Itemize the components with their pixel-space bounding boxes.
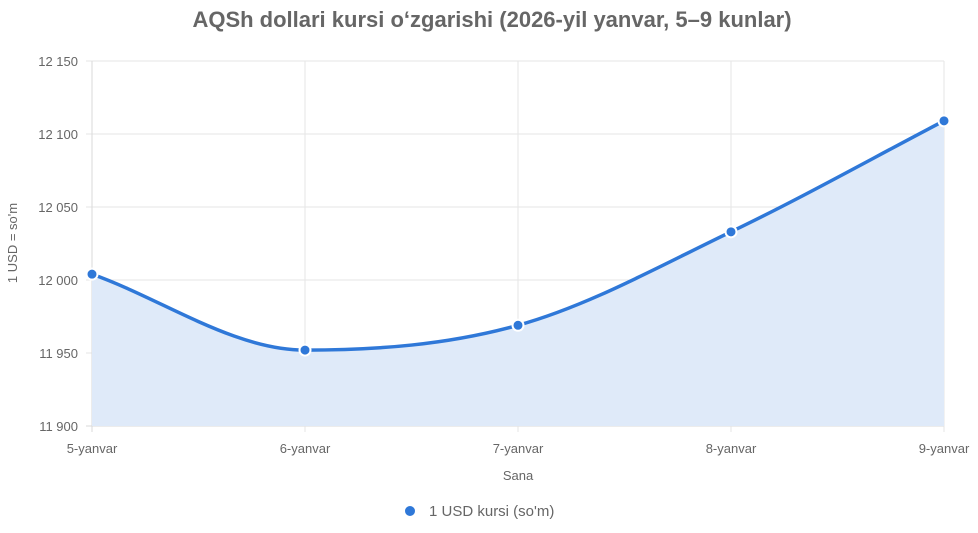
data-point[interactable]	[298, 343, 312, 357]
x-tick-label: 8-yanvar	[706, 441, 757, 456]
x-tick-label: 7-yanvar	[493, 441, 544, 456]
y-tick-label: 11 950	[39, 346, 78, 361]
y-tick-label: 12 100	[38, 127, 78, 142]
x-tick-label: 6-yanvar	[280, 441, 331, 456]
x-axis-title: Sana	[503, 468, 534, 483]
area-fill-group	[92, 120, 944, 427]
legend[interactable]: 1 USD kursi (so'm)	[403, 503, 554, 520]
y-axis-title: 1 USD = so'm	[5, 203, 20, 283]
data-point[interactable]	[937, 114, 951, 128]
y-tick-label: 12 000	[38, 273, 78, 288]
y-tick-label: 11 900	[39, 419, 78, 434]
chart-title: AQSh dollari kursi o‘zgarishi (2026-yil …	[192, 7, 791, 32]
data-points	[85, 114, 951, 357]
legend-marker	[403, 504, 417, 518]
x-tick-label: 5-yanvar	[67, 441, 118, 456]
area-fill	[92, 120, 944, 427]
y-tick-labels: 11 900 11 950 12 000 12 050 12 100 12 150	[38, 54, 78, 434]
y-tick-label: 12 150	[38, 54, 78, 69]
x-tick-labels: 5-yanvar 6-yanvar 7-yanvar 8-yanvar 9-yanvar	[67, 441, 970, 456]
x-tick-label: 9-yanvar	[919, 441, 970, 456]
legend-label: 1 USD kursi (so'm)	[429, 503, 554, 520]
data-point[interactable]	[511, 318, 525, 332]
y-tick-label: 12 050	[38, 200, 78, 215]
data-point[interactable]	[85, 267, 99, 281]
data-point[interactable]	[724, 225, 738, 239]
